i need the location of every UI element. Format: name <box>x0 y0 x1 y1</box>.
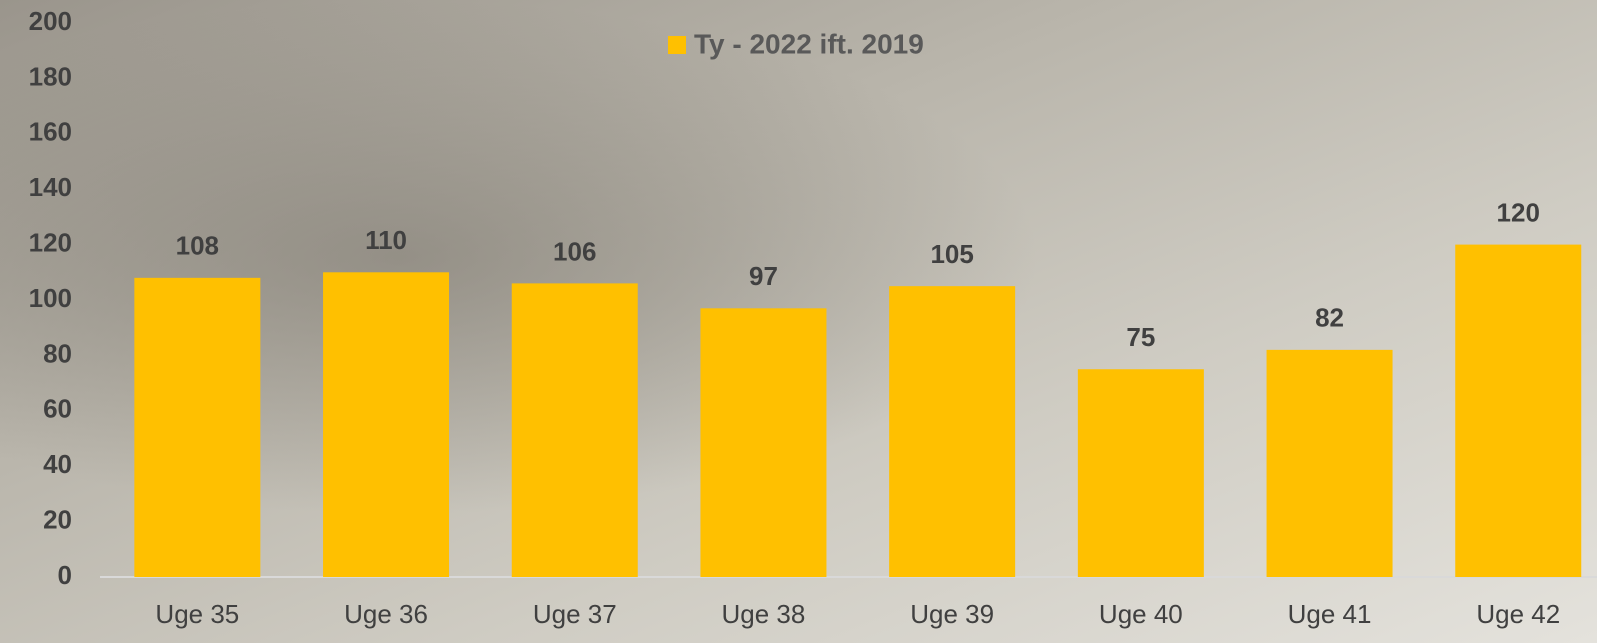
y-tick-label: 0 <box>58 560 72 590</box>
y-tick-label: 140 <box>29 172 72 202</box>
value-label: 105 <box>930 239 973 269</box>
value-label: 106 <box>553 236 596 266</box>
bar <box>1267 350 1393 577</box>
value-label: 120 <box>1497 197 1540 227</box>
x-tick-label: Uge 42 <box>1476 599 1560 629</box>
bar <box>323 272 449 577</box>
x-tick-label: Uge 38 <box>722 599 806 629</box>
y-tick-label: 80 <box>43 338 72 368</box>
y-tick-label: 200 <box>29 6 72 36</box>
legend-swatch <box>668 36 686 54</box>
x-tick-label: Uge 36 <box>344 599 428 629</box>
x-tick-label: Uge 41 <box>1288 599 1372 629</box>
chart: 0 20 40 60 80 100 120 140 160 180 200 Uge 35 Uge 36 U… <box>0 0 1597 643</box>
value-label: 108 <box>176 231 219 261</box>
y-tick-label: 60 <box>43 394 72 424</box>
page: {"chart_data": {"type": "bar", "categori… <box>0 0 1597 643</box>
y-tick-label: 180 <box>29 61 72 91</box>
bar <box>889 286 1015 577</box>
bar <box>1455 245 1581 577</box>
x-tick-label: Uge 40 <box>1099 599 1183 629</box>
bar <box>512 283 638 577</box>
x-tick-label: Uge 39 <box>910 599 994 629</box>
y-tick-label: 40 <box>43 449 72 479</box>
bar <box>1078 369 1204 577</box>
y-tick-label: 120 <box>29 227 72 257</box>
y-tick-label: 160 <box>29 117 72 147</box>
value-label: 110 <box>365 225 407 255</box>
bar <box>134 278 260 577</box>
legend-label: Ty - 2022 ift. 2019 <box>694 28 924 59</box>
bar <box>700 308 826 577</box>
y-tick-label: 100 <box>29 283 72 313</box>
x-tick-label: Uge 37 <box>533 599 617 629</box>
x-tick-label: Uge 35 <box>155 599 239 629</box>
value-label: 97 <box>749 261 778 291</box>
value-label: 82 <box>1315 303 1344 333</box>
value-label: 75 <box>1126 322 1155 352</box>
y-tick-label: 20 <box>43 504 72 534</box>
